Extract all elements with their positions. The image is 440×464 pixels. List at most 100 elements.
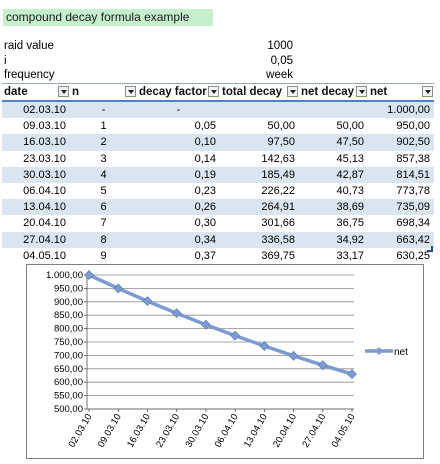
data-point	[317, 360, 328, 371]
table-cell[interactable]: 50,00	[336, 120, 364, 133]
table-cell[interactable]: 45,13	[336, 152, 364, 165]
table-cell[interactable]: 226,22	[261, 185, 295, 198]
table-cell[interactable]: 185,49	[220, 166, 299, 183]
chart-area[interactable]: 1.000,00 950,00 900,00 850,00 800,00 750,00 70…	[26, 264, 424, 459]
table-cell[interactable]: 47,50	[299, 134, 368, 151]
table-cell[interactable]: 06.04.10	[23, 185, 66, 198]
filter-dropdown-icon[interactable]	[356, 86, 367, 97]
table-cell[interactable]: -	[137, 101, 220, 119]
table-cell[interactable]: 6	[70, 199, 137, 216]
table-cell[interactable]: 30.03.10	[2, 166, 70, 183]
table-cell[interactable]: 0,14	[194, 152, 216, 165]
table-row: 16.03.10 2 0,10 97,50 47,50 902,50	[2, 134, 434, 151]
table-cell[interactable]: 3	[100, 152, 107, 165]
header-total-decay[interactable]: total decay	[220, 83, 299, 102]
table-cell[interactable]: 264,91	[220, 199, 299, 216]
table-cell[interactable]: 1.000,00	[368, 101, 434, 119]
table-cell[interactable]: 0,23	[194, 185, 216, 198]
data-point	[113, 283, 124, 294]
x-tick-label: 02.03.10	[67, 412, 95, 450]
table-resize-handle[interactable]	[427, 246, 433, 252]
table-cell[interactable]: 2	[70, 134, 137, 151]
table-cell[interactable]: 0,10	[137, 134, 220, 151]
table-cell[interactable]	[299, 101, 368, 119]
table-cell[interactable]: 38,69	[299, 199, 368, 216]
table-cell[interactable]: 34,92	[299, 231, 368, 248]
table-cell[interactable]: 814,51	[368, 166, 434, 183]
table-cell[interactable]: 97,50	[220, 134, 299, 151]
table-row: 04.05.10 9 0,37 369,75 33,17 630,25	[2, 248, 434, 264]
header-net-decay[interactable]: net decay	[299, 83, 368, 102]
table-cell[interactable]: 20.04.10	[23, 217, 66, 230]
param-label-raid-value[interactable]: raid value	[4, 40, 54, 52]
table-cell[interactable]: 735,09	[368, 199, 434, 216]
table-cell[interactable]: 50,00	[267, 120, 295, 133]
table-cell[interactable]: 13.04.10	[2, 199, 70, 216]
param-label-i[interactable]: i	[4, 55, 7, 67]
y-tick-label: 900,00	[54, 297, 83, 308]
table-cell[interactable]: 0,34	[137, 231, 220, 248]
table-cell[interactable]: 36,75	[336, 217, 364, 230]
table-cell[interactable]: 42,87	[299, 166, 368, 183]
y-tick-label: 750,00	[54, 337, 83, 348]
y-tick-label: 550,00	[54, 391, 83, 402]
table-cell[interactable]: 33,17	[336, 249, 364, 262]
table-cell[interactable]: 4	[70, 166, 137, 183]
filter-dropdown-icon[interactable]	[422, 86, 433, 97]
filter-dropdown-icon[interactable]	[208, 86, 219, 97]
header-decay-factor[interactable]: decay factor	[137, 83, 220, 102]
table-cell[interactable]: 336,58	[220, 231, 299, 248]
table-cell[interactable]: 301,66	[261, 217, 295, 230]
x-tick-label: 09.03.10	[96, 412, 124, 450]
param-value-i[interactable]: 0,05	[270, 55, 293, 67]
table-cell[interactable]: 40,73	[336, 185, 364, 198]
table-cell[interactable]: 663,42	[368, 231, 434, 248]
table-cell[interactable]: 8	[70, 231, 137, 248]
sheet-title[interactable]: compound decay formula example	[3, 9, 213, 26]
table-cell[interactable]: 0,19	[137, 166, 220, 183]
table-cell[interactable]: 0,05	[194, 120, 216, 133]
y-tick-label: 700,00	[54, 350, 83, 361]
table-cell[interactable]: 16.03.10	[2, 134, 70, 151]
table-cell[interactable]: 04.05.10	[23, 249, 66, 262]
table-cell[interactable]: 0,26	[137, 199, 220, 216]
table-row: 27.04.10 8 0,34 336,58 34,92 663,42	[2, 231, 434, 248]
table-cell[interactable]: 630,25	[396, 249, 430, 262]
table-cell[interactable]: 0,30	[194, 217, 216, 230]
table-cell[interactable]: 5	[100, 185, 107, 198]
param-value-frequency[interactable]: week	[266, 69, 293, 81]
param-value-raid-value[interactable]: 1000	[267, 40, 293, 52]
filter-dropdown-icon[interactable]	[58, 86, 69, 97]
table-cell[interactable]: 142,63	[261, 152, 295, 165]
table-cell[interactable]: 698,34	[396, 217, 430, 230]
table-cell[interactable]: 9	[100, 249, 107, 262]
table-cell[interactable]: 1	[100, 120, 107, 133]
table-cell[interactable]: 950,00	[396, 120, 430, 133]
header-date[interactable]: date	[2, 83, 70, 102]
table-cell[interactable]: 27.04.10	[2, 231, 70, 248]
table-cell[interactable]: 09.03.10	[23, 120, 66, 133]
series-line-net	[88, 273, 353, 376]
table-cell[interactable]: 7	[100, 217, 107, 230]
table-cell[interactable]: 773,78	[396, 185, 430, 198]
table-cell[interactable]: -	[70, 101, 137, 119]
data-point	[288, 350, 299, 361]
table-row: 13.04.10 6 0,26 264,91 38,69 735,09	[2, 199, 434, 216]
table-cell[interactable]: 369,75	[261, 249, 295, 262]
filter-dropdown-icon[interactable]	[287, 86, 298, 97]
header-net[interactable]: net	[368, 83, 434, 102]
x-tick-label: 20.04.10	[271, 412, 299, 450]
table-cell[interactable]: 902,50	[368, 134, 434, 151]
header-n[interactable]: n	[70, 83, 137, 102]
param-label-frequency[interactable]: frequency	[4, 69, 55, 81]
table-cell[interactable]: 0,37	[194, 249, 216, 262]
table-cell[interactable]	[220, 101, 299, 119]
data-point	[230, 330, 241, 341]
table-row: 02.03.10- -1.000,00	[2, 101, 434, 119]
table-header-row: date n decay factor total decay net deca…	[2, 83, 434, 102]
filter-dropdown-icon[interactable]	[125, 86, 136, 97]
x-tick-label: 27.04.10	[300, 412, 328, 450]
table-cell[interactable]: 02.03.10	[2, 101, 70, 119]
table-cell[interactable]: 23.03.10	[23, 152, 66, 165]
table-cell[interactable]: 857,38	[396, 152, 430, 165]
